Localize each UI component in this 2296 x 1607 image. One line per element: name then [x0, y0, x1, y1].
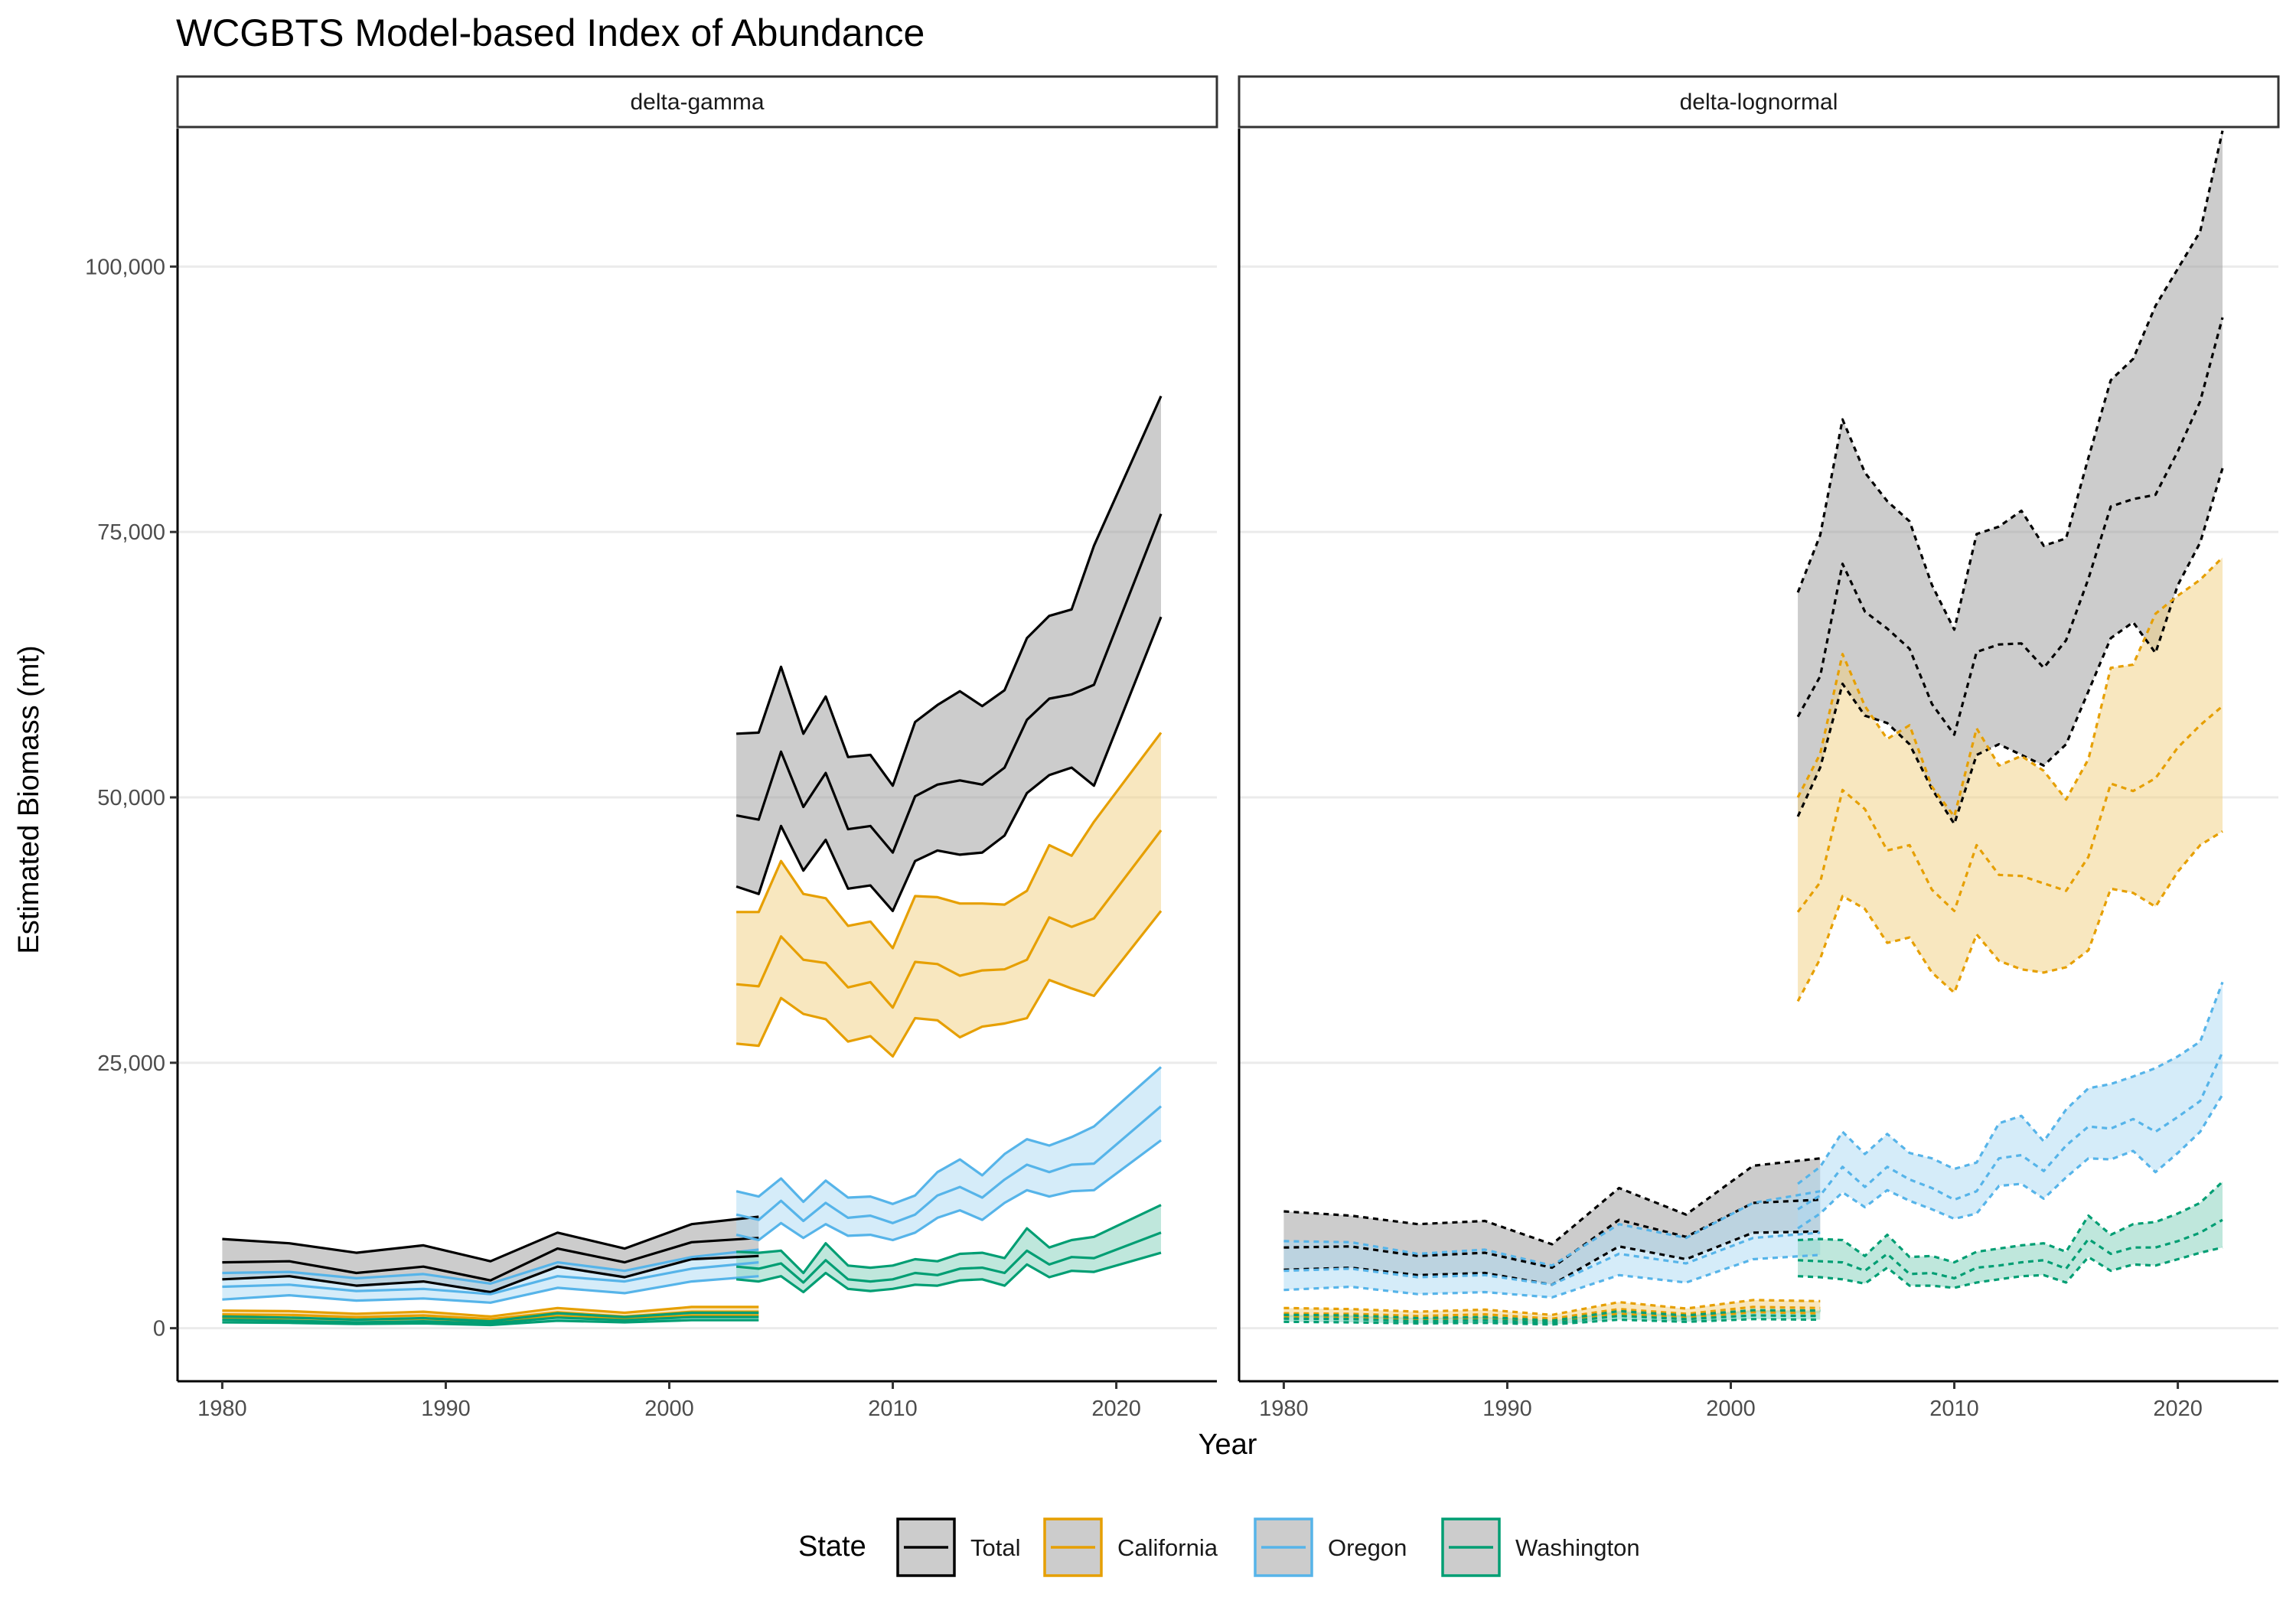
ribbon-oregon [222, 1250, 759, 1303]
ribbon-total [1798, 130, 2223, 824]
x-tick-label: 1980 [197, 1397, 247, 1421]
legend-item-oregon: Oregon [1254, 1517, 1407, 1577]
line-oregon-hi [222, 1248, 759, 1285]
line-washington-hi [1283, 1309, 1821, 1322]
line-california-y [735, 830, 1163, 1009]
line-oregon-lo [222, 1275, 759, 1304]
chart-title: WCGBTS Model-based Index of Abundance [176, 11, 925, 54]
panel-delta-gamma: delta-gamma 1980 1990 2000 2010 2020 [170, 75, 1218, 1421]
ribbon-washington [1798, 1182, 2223, 1288]
strip-delta-gamma [176, 75, 1218, 129]
y-tick-label: 25,000 [97, 1051, 165, 1076]
line-washington-y [1798, 1218, 2223, 1279]
line-washington-hi [222, 1311, 759, 1323]
line-total-hi [1796, 130, 2224, 631]
y-tick-label: 100,000 [85, 255, 165, 279]
x-tick-label: 1990 [421, 1397, 471, 1421]
line-washington-lo [1798, 1246, 2223, 1289]
line-total-y [735, 513, 1163, 854]
line-california-y [1796, 705, 2224, 913]
line-total-hi [736, 395, 1163, 787]
line-washington-lo [222, 1319, 759, 1327]
ribbons [222, 396, 1161, 1325]
line-oregon-y [222, 1261, 759, 1296]
strip-label: delta-lognormal [1680, 90, 1838, 115]
legend-item-total: Total [896, 1517, 1020, 1577]
ribbon-oregon [1283, 1191, 1821, 1298]
line-total-hi [1283, 1157, 1821, 1246]
legend-label: Oregon [1328, 1534, 1407, 1561]
x-tick-label: 1980 [1259, 1397, 1309, 1421]
x-tick-label: 2010 [1929, 1397, 1979, 1421]
line-total-y [1796, 317, 2224, 736]
axes: 1980 1990 2000 2010 2020 [170, 129, 1217, 1421]
line-oregon-hi [735, 1066, 1163, 1205]
line-washington-y [735, 1231, 1162, 1284]
line-washington-hi [1798, 1181, 2224, 1264]
line-total-hi [222, 1215, 759, 1263]
line-oregon-hi [1283, 1190, 1821, 1267]
line-total-lo [1796, 468, 2224, 826]
legend-item-california: California [1043, 1517, 1218, 1577]
ribbon-oregon [736, 1067, 1161, 1240]
legend: State Total California Oregon Washington [798, 1517, 1640, 1577]
line-oregon-lo [1283, 1253, 1821, 1299]
gridlines [178, 265, 1217, 1330]
line-total-y [222, 1237, 759, 1282]
y-tick-label: 75,000 [97, 520, 165, 545]
line-california-hi [736, 732, 1163, 950]
line-washington-hi [736, 1204, 1162, 1275]
line-washington-y [222, 1315, 759, 1325]
legend-label: Total [970, 1534, 1020, 1561]
legend-title: State [798, 1530, 866, 1563]
y-tick-label: 0 [153, 1317, 165, 1341]
line-washington-lo [735, 1251, 1162, 1294]
line-oregon-y [1283, 1231, 1821, 1286]
ribbon-california [1798, 557, 2223, 1002]
ribbon-oregon [1798, 982, 2223, 1229]
ribbon-washington [736, 1204, 1161, 1292]
y-tick-labels: 0 25,000 50,000 75,000 100,000 [85, 255, 165, 1341]
axes: 1980 1990 2000 2010 2020 [1238, 129, 2278, 1421]
ribbons [1283, 130, 2223, 1325]
x-axis-title: Year [1199, 1429, 1257, 1461]
line-california-y [1283, 1305, 1821, 1320]
line-california-hi [222, 1305, 759, 1318]
line-california-lo [735, 910, 1163, 1058]
panel-delta-lognormal: delta-lognormal 1980 1990 2000 2010 2020 [1238, 75, 2280, 1421]
strip-label: delta-gamma [630, 90, 764, 115]
line-california-hi [1283, 1299, 1821, 1316]
legend-label: California [1117, 1534, 1218, 1561]
legend-label: Washington [1515, 1534, 1640, 1561]
line-total-lo [222, 1254, 759, 1294]
legend-item-washington: Washington [1441, 1517, 1640, 1577]
x-tick-label: 2010 [868, 1397, 918, 1421]
x-tick-label: 2000 [644, 1397, 694, 1421]
line-oregon-hi [1797, 981, 2224, 1185]
line-oregon-y [735, 1105, 1163, 1224]
line-california-hi [1796, 556, 2224, 818]
line-total-lo [735, 616, 1163, 912]
ribbon-california [736, 732, 1161, 1057]
y-tick-label: 50,000 [97, 786, 165, 810]
x-tick-label: 2020 [2153, 1397, 2203, 1421]
ribbon-total [736, 396, 1161, 911]
strip-delta-lognormal [1238, 75, 2280, 129]
line-california-lo [1796, 830, 2223, 1002]
series-lines [222, 395, 1163, 1327]
line-oregon-y [1797, 1051, 2224, 1211]
x-tick-label: 1990 [1482, 1397, 1532, 1421]
x-tick-label: 2000 [1706, 1397, 1756, 1421]
line-california-lo [1283, 1311, 1821, 1323]
y-axis-title: Estimated Biomass (mt) [13, 645, 45, 953]
series-lines [1283, 130, 2224, 1326]
x-tick-label: 2020 [1091, 1397, 1141, 1421]
line-oregon-lo [735, 1139, 1162, 1242]
